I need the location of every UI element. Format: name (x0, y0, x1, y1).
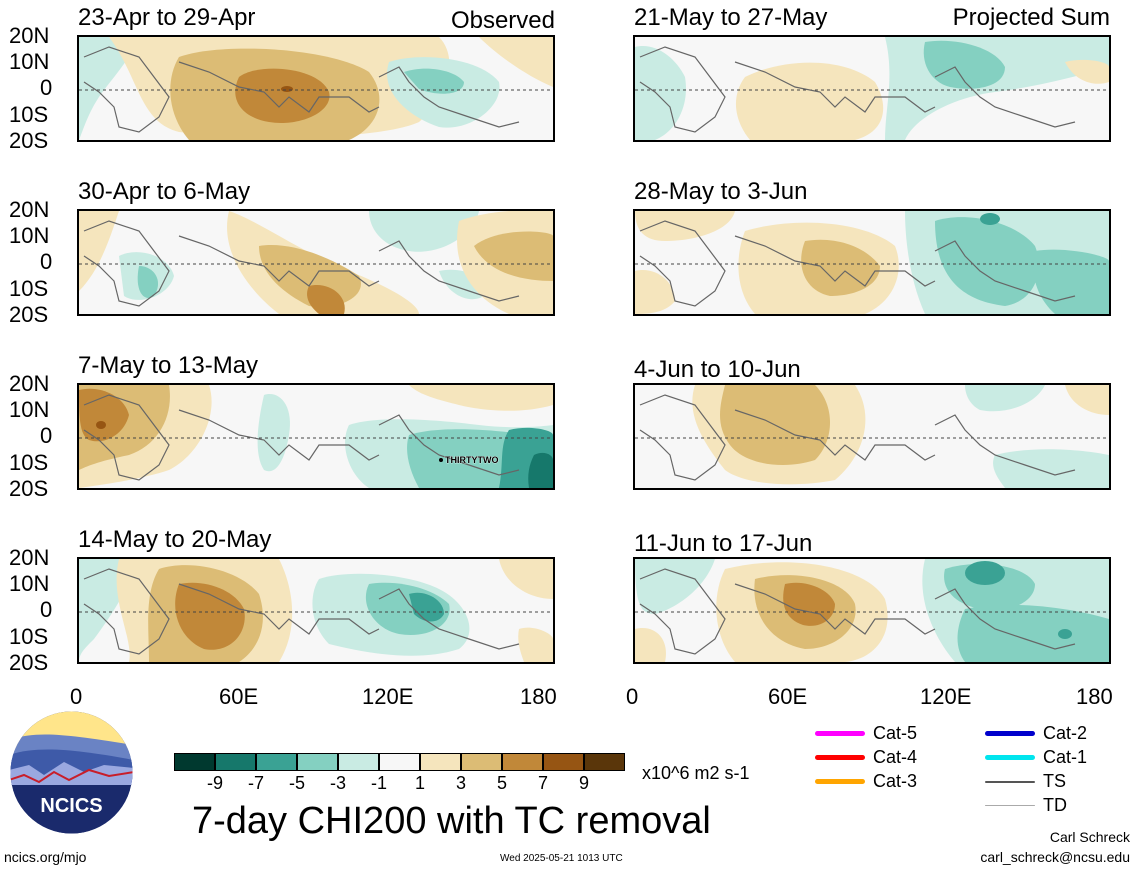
legend-swatch (815, 779, 865, 784)
colorbar-tick-label: 3 (455, 773, 466, 793)
colorbar-swatch (215, 753, 256, 771)
colorbar-tick-label: -7 (247, 773, 264, 793)
left-lon-120e: 120E (362, 684, 414, 709)
tc-legend (0, 0, 1, 1)
left-panel-4-lat-20n: 20N (9, 545, 50, 570)
right-panel-3-title: 4-Jun to 10-Jun (634, 356, 801, 383)
left-panel-2-lat-20s: 20S (9, 302, 49, 327)
colorbar-swatch (256, 753, 297, 771)
colorbar-units: x10^6 m2 s-1 (642, 763, 750, 783)
map-panel-left-1 (77, 35, 555, 142)
legend-label: Cat-1 (1043, 747, 1088, 767)
colorbar-swatch (297, 753, 338, 771)
left-panel-4-lat-10n: 10N (9, 571, 50, 596)
colorbar-swatch (543, 753, 584, 771)
colorbar-swatch (420, 753, 461, 771)
legend-swatch (985, 805, 1035, 806)
colorbar-swatch (379, 753, 420, 771)
legend-label: Cat-3 (873, 771, 918, 791)
left-panel-3-lat-20s: 20S (9, 476, 49, 501)
left-panel-4-lat-0: 0 (40, 597, 53, 622)
colorbar-tick-label: -3 (329, 773, 346, 793)
left-lon-60e: 60E (219, 684, 259, 709)
left-panel-1-lat-20s: 20S (9, 128, 49, 153)
legend-swatch (985, 731, 1035, 736)
projected-label: Projected Sum (952, 4, 1110, 31)
left-lon-0: 0 (70, 684, 83, 709)
right-lon-120e: 120E (920, 684, 972, 709)
left-panel-2-title: 30-Apr to 6-May (78, 178, 251, 205)
footer-timestamp: Wed 2025-05-21 1013 UTC (500, 853, 623, 864)
right-panel-2-title: 28-May to 3-Jun (634, 178, 808, 205)
left-panel-3-lat-10n: 10N (9, 397, 50, 422)
legend-label: TS (1043, 771, 1067, 791)
left-panel-2-lat-10s: 10S (9, 276, 49, 301)
colorbar-tick-label: 1 (414, 773, 425, 793)
colorbar-tick-label: -1 (370, 773, 387, 793)
footer-author: Carl Schreck (1049, 829, 1130, 845)
left-panel-1-lat-20n: 20N (9, 23, 50, 48)
map-panel-left-3: THIRTYTWO (77, 383, 555, 490)
left-panel-3-lat-10s: 10S (9, 450, 49, 475)
legend-label: Cat-2 (1043, 723, 1088, 743)
storm-label: THIRTYTWO (445, 455, 499, 465)
legend-swatch (985, 781, 1035, 783)
right-lon-180: 180 (1076, 684, 1113, 709)
left-panel-3-lat-0: 0 (40, 423, 53, 448)
colorbar-tick-label: -9 (206, 773, 223, 793)
colorbar-tick-label: 7 (537, 773, 548, 793)
map-panel-left-4 (77, 557, 555, 664)
right-panel-1-title: 21-May to 27-May (634, 4, 828, 31)
legend-label: TD (1043, 795, 1067, 815)
legend-swatch (985, 755, 1035, 760)
right-panel-4-title: 11-Jun to 17-Jun (634, 530, 813, 557)
ncics-logo: NCICS (9, 710, 134, 835)
left-panel-2-lat-0: 0 (40, 249, 53, 274)
colorbar-tick-label: -5 (288, 773, 305, 793)
left-panel-2-lat-20n: 20N (9, 197, 50, 222)
left-panel-4-title: 14-May to 20-May (78, 526, 272, 553)
legend-swatch (815, 731, 865, 736)
left-panel-1-title: 23-Apr to 29-Apr (78, 4, 256, 31)
footer-email: carl_schreck@ncsu.edu (980, 849, 1130, 865)
colorbar-swatch (338, 753, 379, 771)
colorbar-swatch (174, 753, 215, 771)
right-lon-0: 0 (626, 684, 639, 709)
colorbar-tick-label: 9 (578, 773, 589, 793)
left-panel-3-title: 7-May to 13-May (78, 352, 259, 379)
legend-label: Cat-4 (873, 747, 918, 767)
legend-swatch (815, 755, 865, 760)
legend-label: Cat-5 (873, 723, 918, 743)
left-panel-4-lat-20s: 20S (9, 650, 49, 675)
left-panel-3-lat-20n: 20N (9, 371, 50, 396)
left-panel-1-lat-0: 0 (40, 75, 53, 100)
left-panel-2-lat-10n: 10N (9, 223, 50, 248)
main-title: 7-day CHI200 with TC removal (192, 800, 711, 842)
left-panel-1-lat-10n: 10N (9, 49, 50, 74)
footer-url[interactable]: ncics.org/mjo (4, 849, 87, 865)
map-panel-right-1 (633, 35, 1111, 142)
left-panel-4-lat-10s: 10S (9, 624, 49, 649)
map-panel-right-3 (633, 383, 1111, 490)
colorbar-swatch (584, 753, 625, 771)
observed-label: Observed (450, 7, 555, 34)
colorbar-swatch (502, 753, 543, 771)
left-panel-1-lat-10s: 10S (9, 102, 49, 127)
right-lon-60e: 60E (768, 684, 808, 709)
map-panel-right-4 (633, 557, 1111, 664)
colorbar-tick-label: 5 (496, 773, 507, 793)
logo-text: NCICS (40, 795, 102, 817)
map-panel-right-2 (633, 209, 1111, 316)
colorbar-swatch (461, 753, 502, 771)
map-panel-left-2 (77, 209, 555, 316)
left-lon-180: 180 (520, 684, 557, 709)
